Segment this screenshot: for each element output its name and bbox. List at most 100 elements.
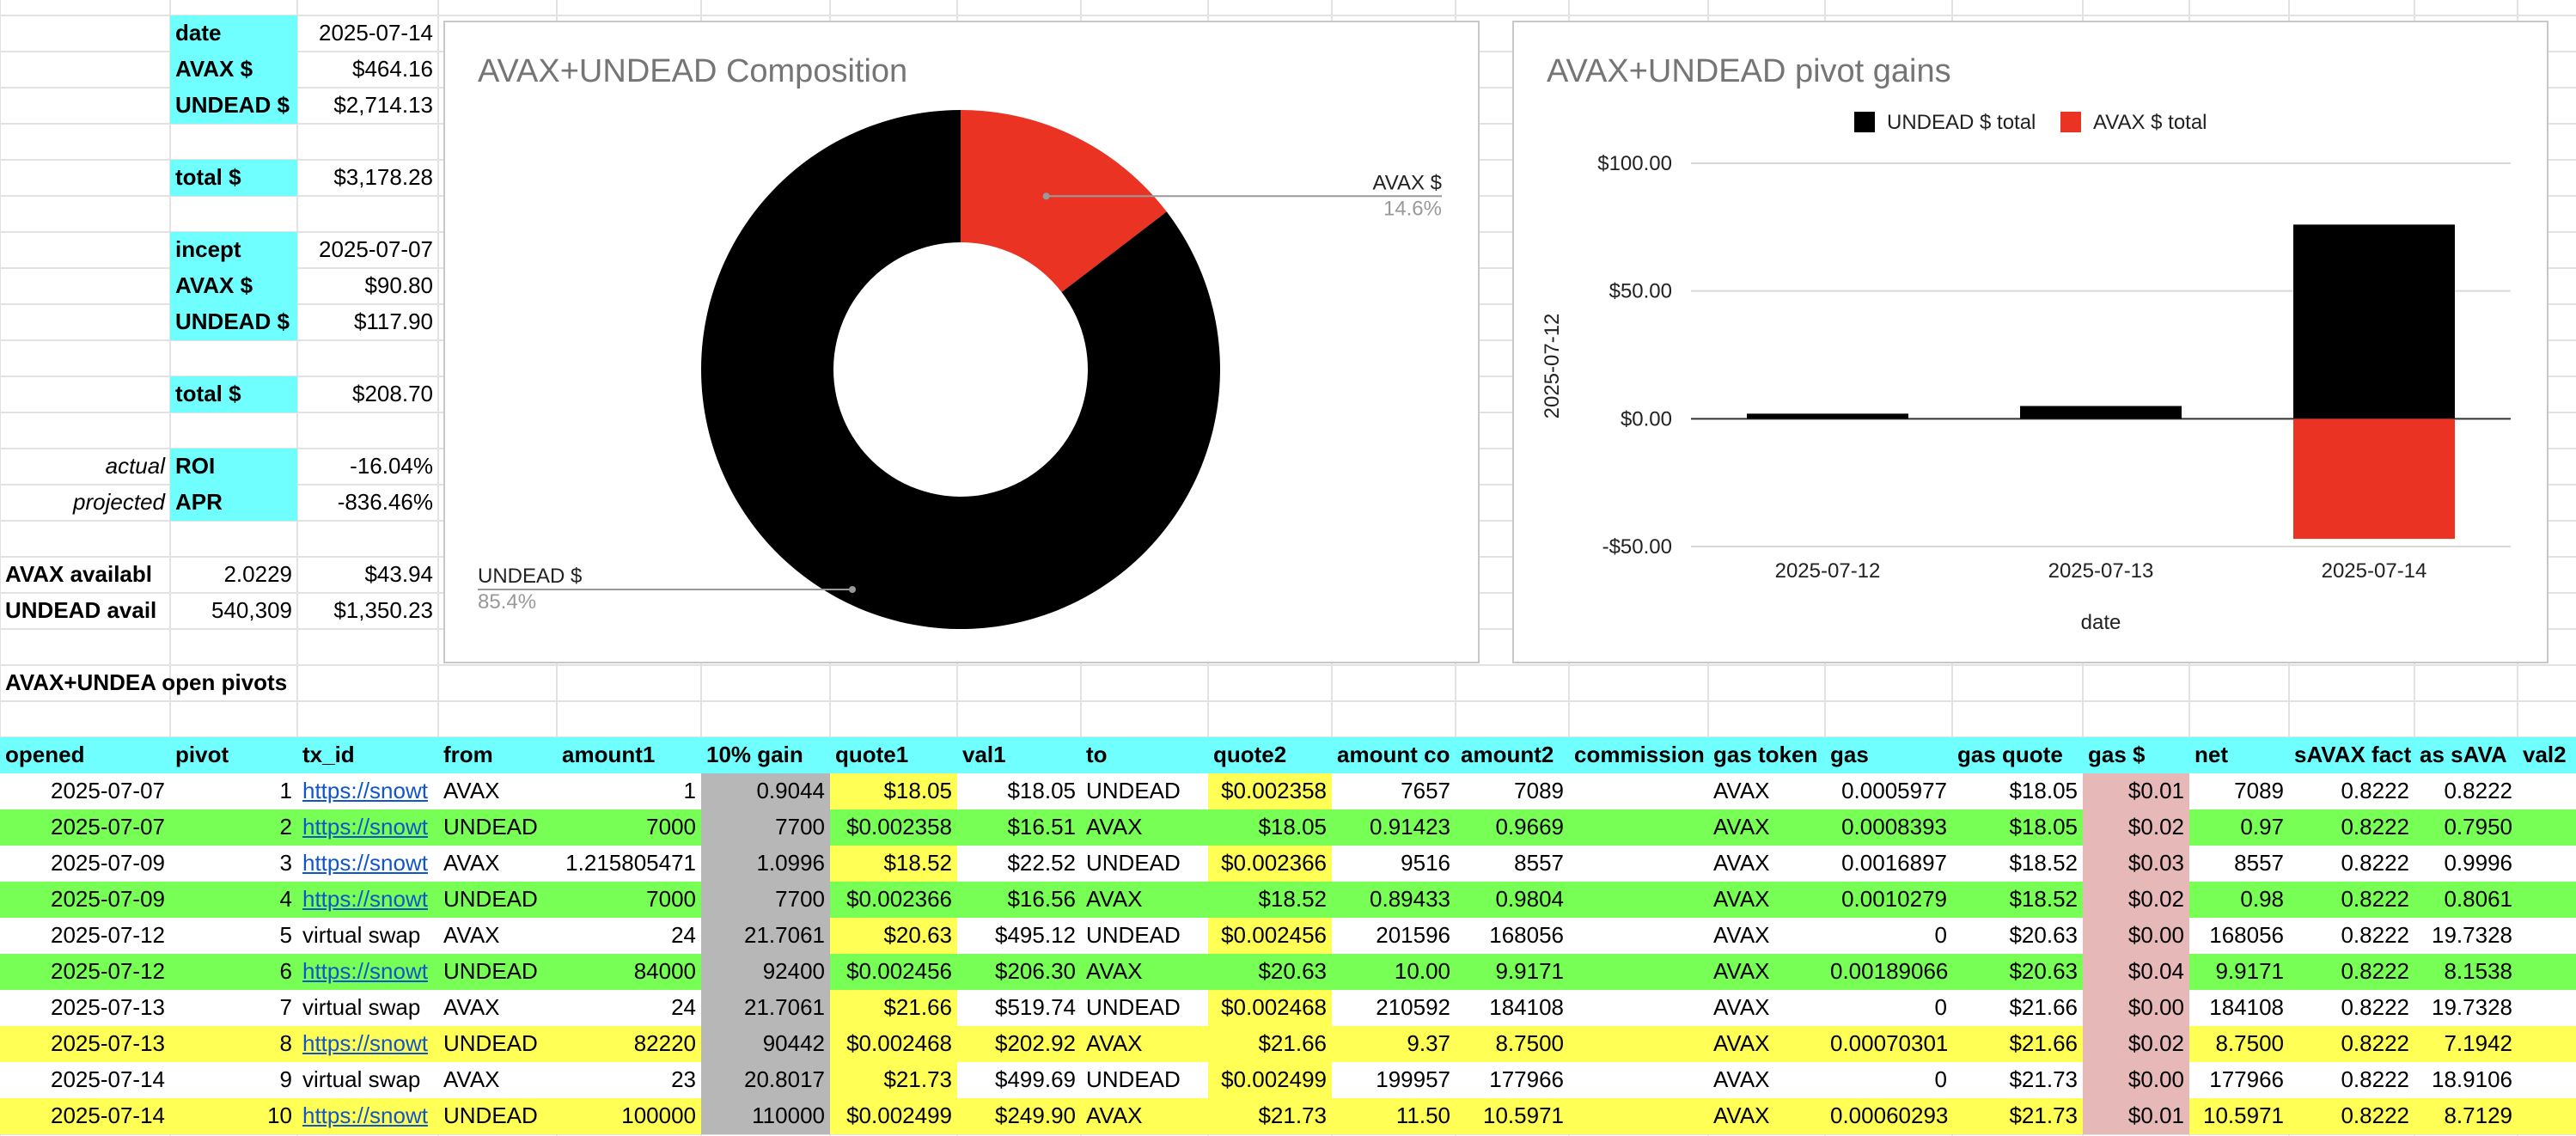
apr-value[interactable]: -836.46% [337, 489, 433, 515]
column-header[interactable]: pivot [170, 737, 297, 773]
table-cell[interactable]: 8557 [1456, 846, 1569, 882]
table-cell[interactable]: AVAX [1708, 990, 1825, 1026]
projected-label[interactable]: projected [73, 489, 165, 515]
table-cell[interactable]: 1.215805471 [557, 846, 701, 882]
table-cell[interactable]: UNDEAD [438, 1026, 557, 1062]
table-cell[interactable]: UNDEAD [1081, 773, 1208, 809]
table-cell[interactable]: $495.12 [957, 918, 1081, 954]
table-cell[interactable]: $18.52 [1952, 846, 2083, 882]
table-cell[interactable]: $0.002499 [1208, 1062, 1332, 1098]
column-header[interactable]: commission [1569, 737, 1708, 773]
table-cell[interactable]: $21.73 [1952, 1062, 2083, 1098]
undead-available-qty[interactable]: 540,309 [211, 597, 292, 623]
avax-value[interactable]: $464.16 [352, 56, 433, 82]
table-cell[interactable]: 2025-07-13 [0, 990, 170, 1026]
avax-available-label[interactable]: AVAX availabl [5, 561, 152, 587]
table-cell[interactable]: $2 [2518, 846, 2576, 882]
table-cell[interactable]: 1.0996 [701, 846, 830, 882]
table-cell[interactable]: 0.98 [2189, 882, 2289, 918]
table-cell[interactable]: AVAX [438, 773, 557, 809]
undead-value[interactable]: $2,714.13 [333, 92, 433, 118]
table-cell[interactable]: $20.63 [1952, 954, 2083, 990]
table-cell[interactable]: https://snowt [297, 809, 438, 846]
avax-available-usd[interactable]: $43.94 [364, 561, 433, 587]
table-cell[interactable]: 199957 [1332, 1062, 1456, 1098]
table-cell[interactable]: $45 [2518, 990, 2576, 1026]
table-cell[interactable]: virtual swap [297, 1062, 438, 1098]
table-cell[interactable]: 177966 [1456, 1062, 1569, 1098]
table-cell[interactable]: $22.52 [957, 846, 1081, 882]
table-cell[interactable]: 18.9106 [2414, 1062, 2518, 1098]
table-cell[interactable]: $0.002366 [830, 882, 957, 918]
column-header[interactable]: net [2189, 737, 2289, 773]
table-cell[interactable]: $0.01 [2083, 773, 2189, 809]
table-cell[interactable]: AVAX [1708, 809, 1825, 846]
table-cell[interactable]: UNDEAD [438, 1098, 557, 1134]
table-cell[interactable]: 0.8222 [2289, 1062, 2414, 1098]
table-cell[interactable]: $0.02 [2083, 882, 2189, 918]
table-cell[interactable]: 90442 [701, 1026, 830, 1062]
table-cell[interactable]: $18 [2518, 1026, 2576, 1062]
table-cell[interactable]: 0 [1825, 990, 1952, 1026]
table-cell[interactable]: $21.66 [1952, 1026, 2083, 1062]
table-cell[interactable]: AVAX [1708, 1098, 1825, 1134]
column-header[interactable]: to [1081, 737, 1208, 773]
table-cell[interactable] [1569, 1098, 1708, 1134]
table-cell[interactable] [1569, 882, 1708, 918]
incept-avax-value[interactable]: $90.80 [364, 272, 433, 298]
table-cell[interactable]: $21.66 [1208, 1026, 1332, 1062]
table-cell[interactable]: AVAX [1708, 918, 1825, 954]
table-cell[interactable]: $18.05 [957, 773, 1081, 809]
table-cell[interactable] [1569, 918, 1708, 954]
table-cell[interactable]: 1 [557, 773, 701, 809]
table-cell[interactable]: $0.03 [2083, 846, 2189, 882]
table-cell[interactable]: 0.97 [2189, 809, 2289, 846]
undead-available-label[interactable]: UNDEAD avail [5, 597, 157, 623]
table-cell[interactable]: https://snowt [297, 846, 438, 882]
table-cell[interactable]: $21.66 [830, 990, 957, 1026]
table-cell[interactable] [1569, 773, 1708, 809]
column-header[interactable]: 10% gain [701, 737, 830, 773]
table-cell[interactable]: 2025-07-09 [0, 846, 170, 882]
column-header[interactable]: tx_id [297, 737, 438, 773]
column-header[interactable]: amount2 [1456, 737, 1569, 773]
table-cell[interactable]: 0.0005977 [1825, 773, 1952, 809]
table-cell[interactable]: 0.9044 [701, 773, 830, 809]
table-cell[interactable]: 0.8222 [2289, 809, 2414, 846]
roi-label[interactable]: ROI [170, 449, 297, 485]
table-cell[interactable]: 0 [1825, 918, 1952, 954]
table-cell[interactable]: 0.7950 [2414, 809, 2518, 846]
table-cell[interactable]: $0.002358 [830, 809, 957, 846]
table-cell[interactable]: $41 [2518, 918, 2576, 954]
table-cell[interactable]: $18.52 [1208, 882, 1332, 918]
table-cell[interactable]: 2025-07-12 [0, 918, 170, 954]
table-cell[interactable]: 7657 [1332, 773, 1456, 809]
table-cell[interactable]: 11.50 [1332, 1098, 1456, 1134]
table-cell[interactable]: 7700 [701, 882, 830, 918]
incept-total-value[interactable]: $208.70 [352, 381, 433, 406]
table-cell[interactable]: 2025-07-14 [0, 1062, 170, 1098]
table-cell[interactable]: 168056 [2189, 918, 2289, 954]
table-cell[interactable]: 210592 [1332, 990, 1456, 1026]
table-cell[interactable]: https://snowt [297, 954, 438, 990]
table-cell[interactable]: 1 [170, 773, 297, 809]
table-cell[interactable]: $249.90 [957, 1098, 1081, 1134]
column-header[interactable]: amount1 [557, 737, 701, 773]
table-cell[interactable]: 0.8222 [2289, 846, 2414, 882]
table-cell[interactable]: 8.7129 [2414, 1098, 2518, 1134]
table-cell[interactable]: 7000 [557, 809, 701, 846]
table-cell[interactable]: 84000 [557, 954, 701, 990]
table-cell[interactable]: 19.7328 [2414, 990, 2518, 1026]
table-cell[interactable]: 0.9996 [2414, 846, 2518, 882]
table-cell[interactable]: 2025-07-12 [0, 954, 170, 990]
table-cell[interactable]: AVAX [1708, 882, 1825, 918]
table-cell[interactable]: $44 [2518, 1062, 2576, 1098]
table-cell[interactable]: UNDEAD [438, 954, 557, 990]
table-cell[interactable] [1569, 990, 1708, 1026]
table-cell[interactable]: 10.5971 [2189, 1098, 2289, 1134]
table-cell[interactable]: 2025-07-09 [0, 882, 170, 918]
table-cell[interactable]: $18.05 [1208, 809, 1332, 846]
table-cell[interactable]: https://snowt [297, 1098, 438, 1134]
table-cell[interactable]: $21.73 [1208, 1098, 1332, 1134]
table-cell[interactable]: 0.9669 [1456, 809, 1569, 846]
